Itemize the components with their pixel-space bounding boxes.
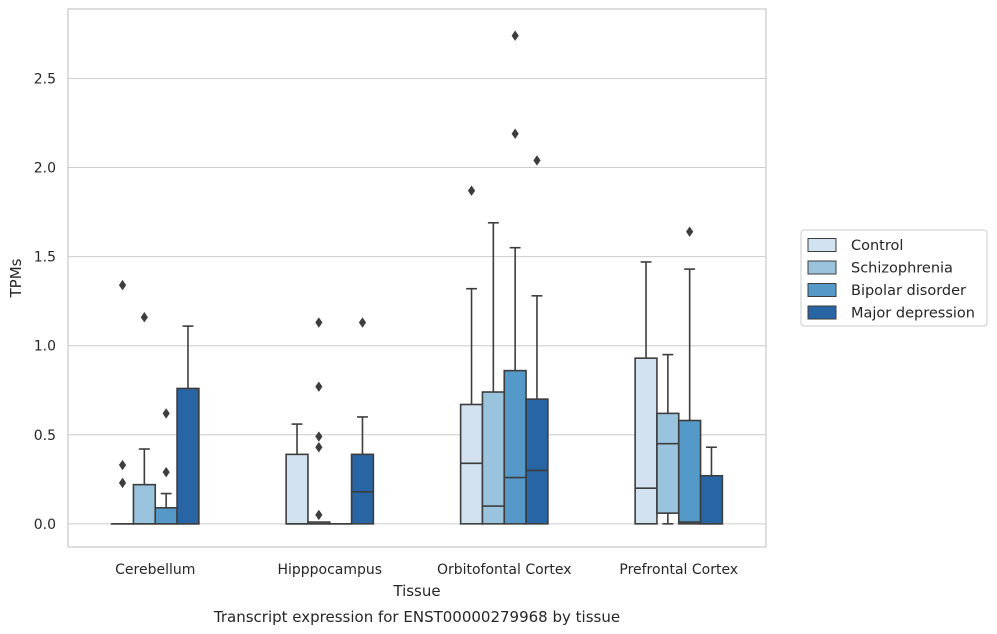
outlier-point [511,128,519,139]
legend-swatch [807,283,837,297]
outlier-point [686,226,694,237]
outlier-point [162,466,170,478]
outlier-point [118,477,127,489]
outlier-point [315,509,323,521]
legend-label: Bipolar disorder [851,283,966,299]
legend-label: Schizophrenia [851,261,953,277]
legend: Control Schizophrenia Bipolar disorder Majo… [800,229,988,327]
x-axis-label: Tissue [392,582,440,600]
y-tick-label: 2.5 [34,71,56,87]
box-bipolar-disorder [503,30,527,525]
y-axis-ticks: 0.0 0.5 1.0 1.5 2.0 2.5 [34,71,56,532]
y-axis-label: TPMs [7,258,25,298]
box-control [459,185,484,525]
box-major-depression [699,446,724,525]
y-tick-label: 1.5 [34,250,56,266]
box-body [154,507,178,525]
box-body [459,403,484,525]
box-control [285,423,309,525]
legend-swatch [807,305,837,320]
outlier-point [118,279,127,291]
chart-title: Transcript expression for ENST0000027996… [213,608,620,626]
box-bipolar-disorder [677,226,702,525]
box-schizophrenia [132,311,157,525]
plot-area [110,30,724,525]
y-tick-label: 2.0 [34,161,56,177]
y-tick-label: 0.5 [34,428,56,444]
box-major-depression [350,317,375,525]
x-tick-label: Orbitofontal Cortex [437,562,572,578]
outlier-point [315,431,323,442]
box-body [677,419,702,525]
plot-frame [67,8,767,548]
outlier-point [315,381,323,392]
y-tick-label: 1.0 [34,339,56,355]
legend-label: Major depression [851,306,975,322]
box-body [481,391,506,525]
x-tick-label: Cerebellum [115,562,195,578]
outlier-point [511,30,519,41]
box-body [634,357,658,525]
outlier-point [533,155,541,166]
box-body [176,387,200,525]
box-body [350,453,375,525]
box-major-depression [525,155,549,525]
box-schizophrenia [481,221,506,525]
box-schizophrenia [307,317,331,525]
box-body [699,474,724,525]
box-body [132,483,157,525]
legend-label: Control [851,238,903,254]
y-tick-label: 0.0 [34,517,56,533]
outlier-point [467,185,476,196]
box-bipolar-disorder [154,408,178,525]
outlier-point [140,311,148,323]
box-body [656,412,680,514]
legend-swatch [807,260,837,275]
x-tick-label: Hipppocampus [277,562,382,578]
box-body [503,369,527,525]
outlier-point [162,408,170,419]
box-body [285,453,309,525]
x-axis-ticks: Cerebellum Hipppocampus Orbitofontal Corte… [115,562,738,578]
outlier-point [358,317,367,328]
box-schizophrenia [656,353,680,525]
legend-frame [800,229,988,327]
box-control [634,261,658,525]
outlier-point [315,442,323,453]
legend-swatch [807,238,837,252]
box-control [110,279,135,525]
box-major-depression [176,325,200,525]
outlier-point [118,459,127,471]
x-tick-label: Prefrontal Cortex [619,562,738,578]
outlier-point [315,317,323,328]
box-body [525,398,549,525]
